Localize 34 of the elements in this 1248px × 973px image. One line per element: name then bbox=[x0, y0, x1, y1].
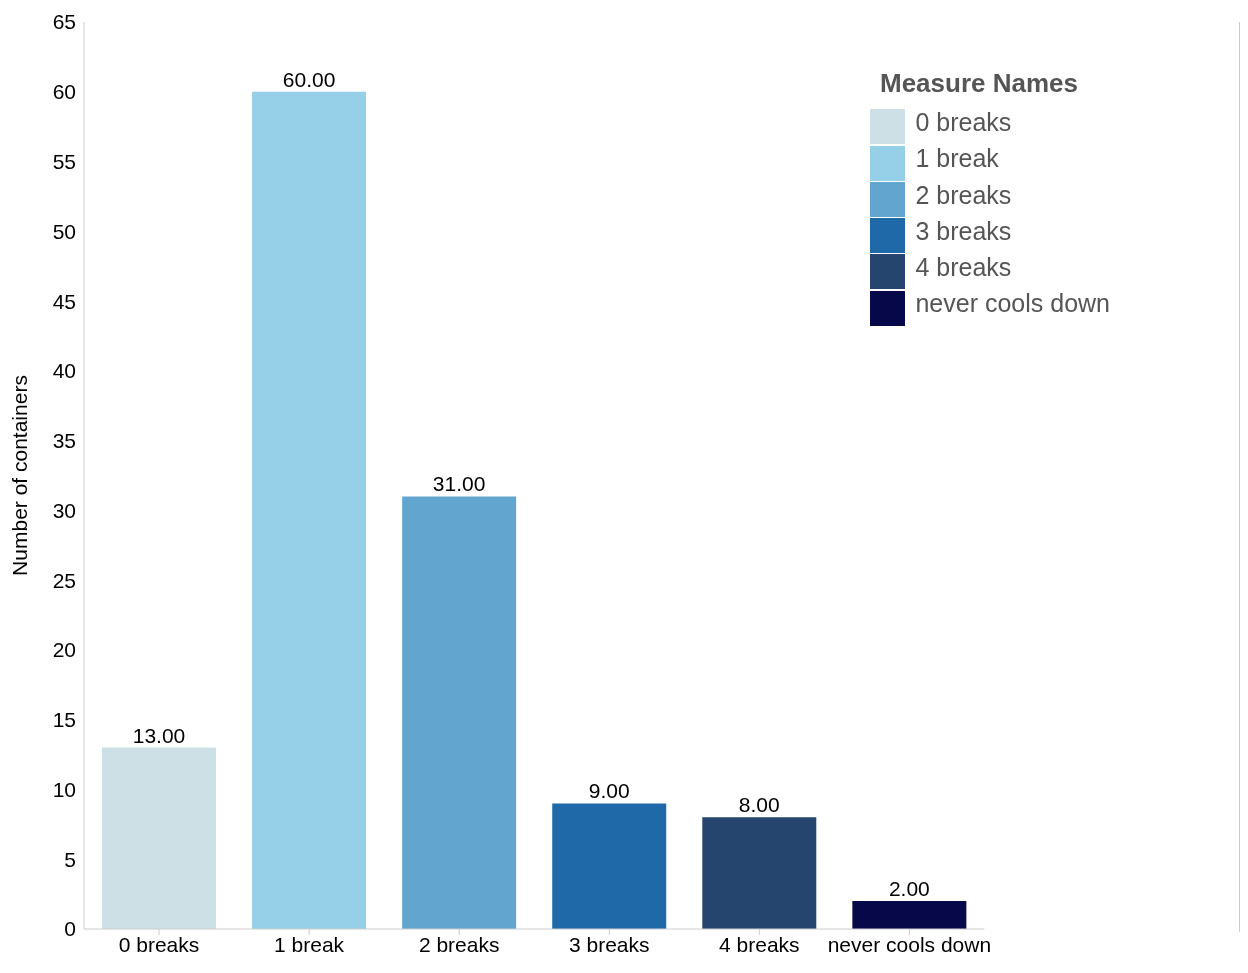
legend-label: never cools down bbox=[915, 289, 1110, 318]
data-label: 13.00 bbox=[132, 723, 186, 747]
y-tick-label: 65 bbox=[52, 10, 76, 34]
data-label: 8.00 bbox=[738, 793, 780, 817]
y-axis-title: Number of containers bbox=[8, 375, 32, 576]
y-tick-label: 40 bbox=[52, 359, 76, 383]
legend-label: 2 breaks bbox=[915, 180, 1012, 209]
x-tick-label: 0 breaks bbox=[118, 932, 200, 956]
y-tick-label: 20 bbox=[52, 638, 76, 662]
y-tick-label: 10 bbox=[52, 777, 76, 801]
x-tick-label: 4 breaks bbox=[719, 932, 800, 956]
y-tick-label: 15 bbox=[52, 708, 76, 732]
y-tick-label: 50 bbox=[52, 219, 76, 243]
data-label: 2.00 bbox=[888, 877, 930, 901]
legend-title: Measure Names bbox=[880, 68, 1078, 99]
y-tick-label: 25 bbox=[52, 568, 76, 592]
x-tick-label: 1 break bbox=[274, 932, 345, 956]
y-tick-label: 35 bbox=[52, 429, 76, 453]
legend-label: 3 breaks bbox=[915, 216, 1012, 245]
legend-label: 0 breaks bbox=[915, 108, 1012, 136]
data-label: 31.00 bbox=[432, 472, 486, 496]
x-tick-label: never cools down bbox=[827, 932, 992, 956]
y-tick-label: 60 bbox=[52, 80, 76, 104]
x-tick-label: 2 breaks bbox=[418, 932, 500, 956]
legend-label: 4 breaks bbox=[915, 253, 1012, 282]
data-label: 9.00 bbox=[588, 779, 630, 803]
y-tick-label: 0 bbox=[64, 917, 76, 941]
data-label: 60.00 bbox=[282, 67, 336, 91]
legend-label: 1 break bbox=[915, 144, 999, 173]
y-tick-label: 45 bbox=[52, 289, 76, 313]
x-tick-label: 3 breaks bbox=[568, 932, 650, 956]
y-tick-label: 5 bbox=[64, 847, 76, 871]
y-tick-label: 30 bbox=[52, 498, 76, 522]
y-tick-label: 55 bbox=[52, 149, 76, 173]
